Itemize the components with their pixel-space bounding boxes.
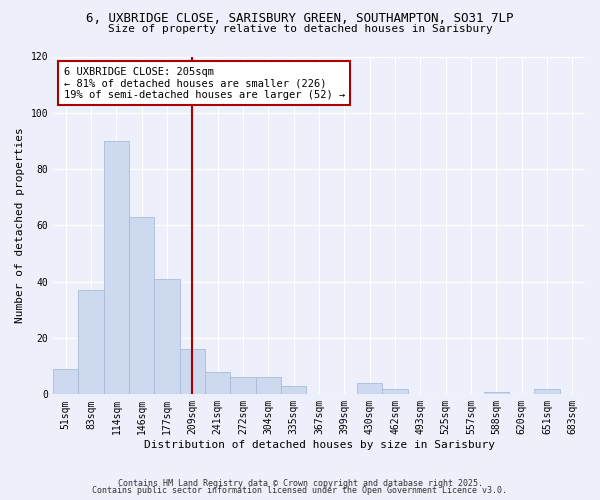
Bar xyxy=(484,392,509,394)
Bar xyxy=(281,386,307,394)
Bar xyxy=(205,372,230,394)
Bar xyxy=(357,383,382,394)
Text: Contains HM Land Registry data © Crown copyright and database right 2025.: Contains HM Land Registry data © Crown c… xyxy=(118,478,482,488)
Bar xyxy=(256,378,281,394)
Bar xyxy=(154,279,179,394)
Bar xyxy=(129,217,154,394)
X-axis label: Distribution of detached houses by size in Sarisbury: Distribution of detached houses by size … xyxy=(143,440,494,450)
Bar xyxy=(179,350,205,395)
Bar xyxy=(382,388,407,394)
Y-axis label: Number of detached properties: Number of detached properties xyxy=(15,128,25,324)
Text: 6 UXBRIDGE CLOSE: 205sqm
← 81% of detached houses are smaller (226)
19% of semi-: 6 UXBRIDGE CLOSE: 205sqm ← 81% of detach… xyxy=(64,66,345,100)
Text: Contains public sector information licensed under the Open Government Licence v3: Contains public sector information licen… xyxy=(92,486,508,495)
Bar xyxy=(104,141,129,395)
Bar xyxy=(79,290,104,395)
Text: Size of property relative to detached houses in Sarisbury: Size of property relative to detached ho… xyxy=(107,24,493,34)
Text: 6, UXBRIDGE CLOSE, SARISBURY GREEN, SOUTHAMPTON, SO31 7LP: 6, UXBRIDGE CLOSE, SARISBURY GREEN, SOUT… xyxy=(86,12,514,26)
Bar xyxy=(53,369,79,394)
Bar xyxy=(230,378,256,394)
Bar xyxy=(535,388,560,394)
